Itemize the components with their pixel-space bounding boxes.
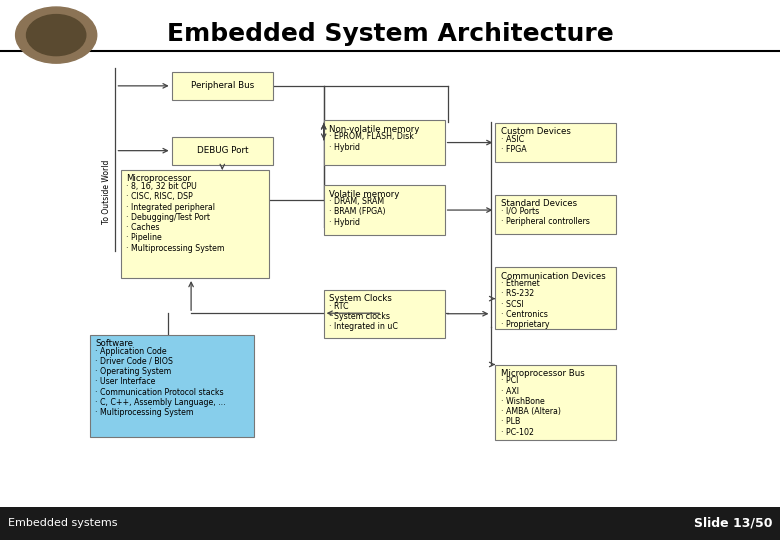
Text: · Pipeline: · Pipeline (126, 233, 162, 242)
Text: · AMBA (Altera): · AMBA (Altera) (501, 407, 561, 416)
Circle shape (16, 7, 97, 63)
Text: Custom Devices: Custom Devices (501, 127, 571, 137)
Text: · Peripheral controllers: · Peripheral controllers (501, 217, 590, 226)
Text: · BRAM (FPGA): · BRAM (FPGA) (329, 207, 385, 217)
Text: To Outside World: To Outside World (102, 159, 112, 224)
Text: System Clocks: System Clocks (329, 294, 392, 303)
Text: · Debugging/Test Port: · Debugging/Test Port (126, 213, 211, 222)
Text: · Multiprocessing System: · Multiprocessing System (95, 408, 193, 417)
Text: Communication Devices: Communication Devices (501, 272, 605, 281)
Text: Microprocessor: Microprocessor (126, 174, 191, 184)
FancyBboxPatch shape (495, 364, 616, 440)
Text: · RTC: · RTC (329, 302, 349, 311)
Text: · DRAM, SRAM: · DRAM, SRAM (329, 197, 385, 206)
Text: · EPROM, FLASH, Disk: · EPROM, FLASH, Disk (329, 132, 414, 141)
Text: · CISC, RISC, DSP: · CISC, RISC, DSP (126, 192, 193, 201)
Text: · PCI: · PCI (501, 376, 518, 386)
Text: DEBUG Port: DEBUG Port (197, 146, 248, 155)
Text: · 8, 16, 32 bit CPU: · 8, 16, 32 bit CPU (126, 182, 197, 191)
Text: · Integrated in uC: · Integrated in uC (329, 322, 398, 332)
Circle shape (27, 15, 86, 56)
FancyBboxPatch shape (324, 185, 445, 235)
Text: · System clocks: · System clocks (329, 312, 390, 321)
Text: Embedded systems: Embedded systems (8, 518, 117, 528)
Text: Embedded System Architecture: Embedded System Architecture (167, 22, 613, 46)
Text: · I/O Ports: · I/O Ports (501, 207, 539, 216)
FancyBboxPatch shape (172, 137, 273, 165)
FancyBboxPatch shape (0, 507, 780, 540)
Text: · Hybrid: · Hybrid (329, 143, 360, 152)
Text: · FPGA: · FPGA (501, 145, 526, 154)
FancyBboxPatch shape (495, 267, 616, 329)
FancyBboxPatch shape (172, 72, 273, 100)
Text: · Ethernet: · Ethernet (501, 279, 540, 288)
Text: · PC-102: · PC-102 (501, 428, 534, 437)
Text: · Application Code: · Application Code (95, 347, 167, 356)
Text: · Communication Protocol stacks: · Communication Protocol stacks (95, 388, 224, 397)
Text: · C, C++, Assembly Language, ...: · C, C++, Assembly Language, ... (95, 398, 225, 407)
FancyBboxPatch shape (324, 290, 445, 338)
Text: · Proprietary: · Proprietary (501, 320, 549, 329)
Text: Software: Software (95, 339, 133, 348)
Text: · Integrated peripheral: · Integrated peripheral (126, 202, 215, 212)
Text: · PLB: · PLB (501, 417, 520, 427)
Text: · Caches: · Caches (126, 223, 160, 232)
Text: · Driver Code / BIOS: · Driver Code / BIOS (95, 357, 173, 366)
Text: Microprocessor Bus: Microprocessor Bus (501, 369, 584, 378)
Text: · SCSI: · SCSI (501, 300, 523, 309)
Text: · Hybrid: · Hybrid (329, 218, 360, 227)
Text: Peripheral Bus: Peripheral Bus (190, 82, 254, 90)
Text: Standard Devices: Standard Devices (501, 199, 577, 208)
FancyBboxPatch shape (121, 170, 269, 278)
Text: Non-volatile memory: Non-volatile memory (329, 125, 420, 134)
Text: · Centronics: · Centronics (501, 310, 548, 319)
Text: · ASIC: · ASIC (501, 135, 524, 144)
Text: · WishBone: · WishBone (501, 397, 544, 406)
FancyBboxPatch shape (495, 123, 616, 162)
Text: · Operating System: · Operating System (95, 367, 172, 376)
FancyBboxPatch shape (324, 120, 445, 165)
Text: · Multiprocessing System: · Multiprocessing System (126, 244, 225, 253)
FancyBboxPatch shape (90, 335, 254, 437)
Text: · RS-232: · RS-232 (501, 289, 534, 299)
Text: Volatile memory: Volatile memory (329, 190, 399, 199)
FancyBboxPatch shape (495, 195, 616, 234)
Text: Slide 13/50: Slide 13/50 (693, 517, 772, 530)
Text: · User Interface: · User Interface (95, 377, 155, 387)
Text: · AXI: · AXI (501, 387, 519, 396)
